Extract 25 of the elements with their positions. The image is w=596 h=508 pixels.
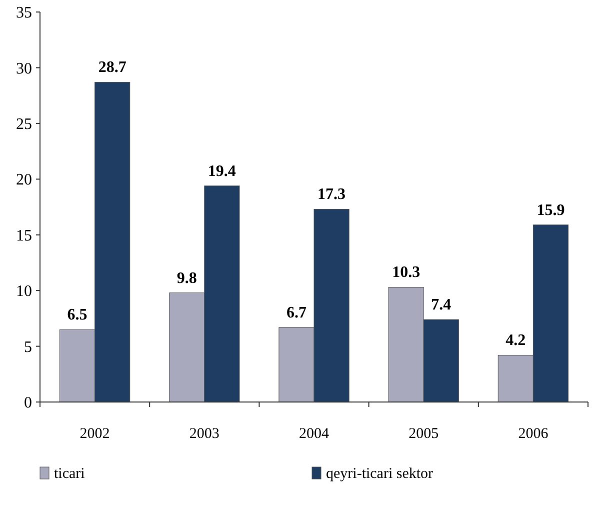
x-tick-label: 2005 — [408, 426, 439, 442]
data-label: 28.7 — [98, 59, 126, 76]
y-tick-label: 20 — [16, 172, 32, 189]
data-label: 4.2 — [506, 332, 526, 350]
legend-label: qeyri-ticari sektor — [326, 466, 434, 482]
data-label: 10.3 — [392, 264, 420, 282]
data-label: 19.4 — [208, 162, 236, 180]
data-label: 7.4 — [431, 296, 452, 314]
x-tick-label: 2002 — [80, 426, 110, 442]
y-tick-label: 15 — [16, 227, 32, 244]
data-label: 6.7 — [286, 304, 306, 322]
y-tick-label: 10 — [16, 283, 32, 300]
legend-label: ticari — [54, 466, 85, 482]
y-tick-label: 5 — [24, 338, 32, 356]
y-tick-label: 35 — [16, 4, 32, 22]
x-tick-label: 2006 — [518, 426, 549, 442]
data-label: 9.8 — [176, 270, 197, 287]
data-label: 17.3 — [318, 186, 346, 204]
x-tick-label: 2004 — [299, 426, 330, 442]
y-tick-label: 30 — [16, 60, 32, 78]
data-label: 15.9 — [536, 202, 565, 219]
y-tick-label: 25 — [16, 116, 32, 134]
x-tick-label: 2003 — [189, 426, 220, 442]
data-label: 6.5 — [67, 306, 88, 324]
y-tick-label: 0 — [24, 394, 32, 412]
